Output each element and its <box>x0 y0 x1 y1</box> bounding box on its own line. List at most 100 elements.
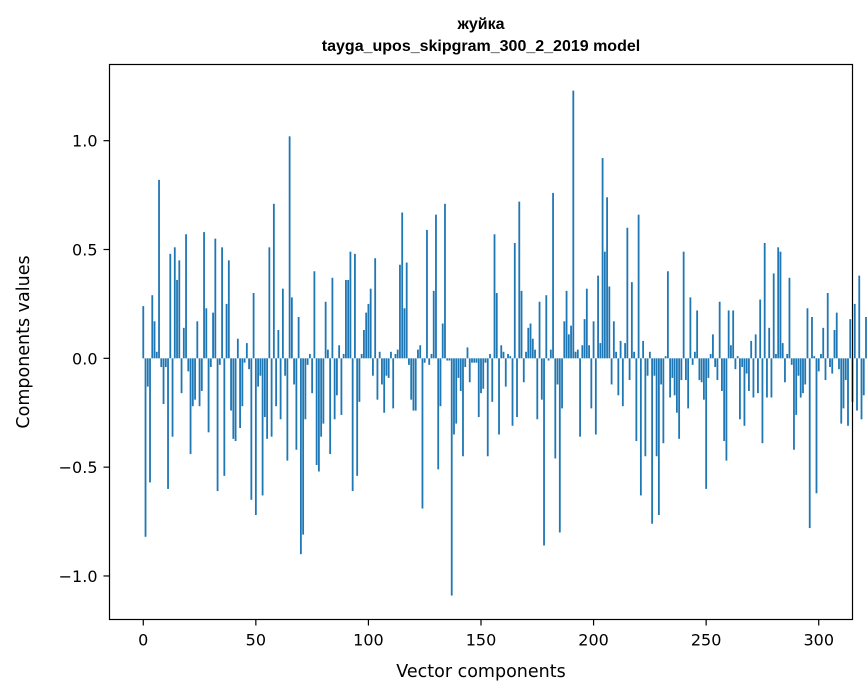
bar-component-302 <box>822 327 825 359</box>
bar-component-40 <box>232 358 235 439</box>
bar-component-243 <box>689 297 692 359</box>
bar-component-112 <box>394 353 397 359</box>
bar-component-174 <box>534 349 536 359</box>
bar-component-183 <box>554 358 557 459</box>
bar-component-27 <box>203 232 205 359</box>
bar-component-88 <box>340 358 343 415</box>
bar-component-199 <box>590 358 593 409</box>
bar-component-51 <box>257 358 259 387</box>
bar-component-307 <box>833 330 836 359</box>
bar-component-137 <box>450 358 453 596</box>
bar-component-155 <box>491 358 494 402</box>
bar-component-55 <box>266 358 269 439</box>
bar-component-7 <box>158 179 160 359</box>
bar-component-198 <box>588 345 590 359</box>
bar-component-287 <box>788 277 791 359</box>
bar-component-211 <box>617 358 620 396</box>
bar-component-26 <box>200 358 203 391</box>
bar-component-150 <box>480 358 482 394</box>
bar-component-249 <box>703 358 705 400</box>
bar-component-286 <box>786 353 789 359</box>
bar-component-210 <box>615 351 617 359</box>
bar-component-47 <box>248 358 250 370</box>
bar-component-87 <box>338 345 341 359</box>
bar-component-11 <box>167 358 169 489</box>
bar-component-257 <box>721 358 723 391</box>
bar-series <box>142 90 867 596</box>
bar-component-81 <box>324 301 327 359</box>
bar-component-59 <box>275 358 278 407</box>
bar-component-147 <box>473 358 476 363</box>
bar-component-119 <box>410 358 413 400</box>
bar-component-289 <box>793 358 795 450</box>
bar-component-41 <box>234 358 237 442</box>
bar-component-221 <box>639 358 642 496</box>
bar-component-109 <box>387 358 390 378</box>
x-tick-label: 250 <box>691 631 722 650</box>
bar-component-306 <box>831 358 834 374</box>
bar-component-71 <box>302 358 305 535</box>
bar-component-69 <box>297 316 300 359</box>
bar-component-276 <box>763 242 766 359</box>
bar-component-220 <box>637 214 640 359</box>
bar-component-175 <box>536 358 539 420</box>
bar-component-83 <box>329 358 332 455</box>
bar-component-258 <box>723 358 726 442</box>
bar-component-264 <box>736 356 739 359</box>
bar-component-314 <box>849 319 852 359</box>
bar-component-241 <box>684 358 687 381</box>
bar-component-20 <box>187 358 190 372</box>
bar-component-233 <box>666 271 669 359</box>
bar-component-297 <box>811 316 813 359</box>
y-tick-label: 0.0 <box>72 349 97 368</box>
bar-component-120 <box>412 358 415 411</box>
bar-component-290 <box>795 358 798 415</box>
bar-component-273 <box>757 358 759 394</box>
bar-component-10 <box>164 358 167 368</box>
bar-component-110 <box>390 351 392 359</box>
bar-component-1 <box>144 358 147 537</box>
bar-component-8 <box>160 358 163 368</box>
bar-component-262 <box>732 310 735 359</box>
bar-component-15 <box>176 279 178 359</box>
bar-component-65 <box>288 136 291 359</box>
bar-component-288 <box>790 358 793 365</box>
bar-component-42 <box>236 338 239 359</box>
bar-component-178 <box>543 358 545 546</box>
bar-component-21 <box>189 358 192 455</box>
bar-component-152 <box>484 358 487 363</box>
bar-component-82 <box>327 349 329 359</box>
bar-component-156 <box>493 234 496 359</box>
bar-component-85 <box>333 358 336 420</box>
bar-component-123 <box>419 345 422 359</box>
bar-component-154 <box>489 353 491 359</box>
bar-component-162 <box>507 353 509 359</box>
bar-component-166 <box>516 358 518 418</box>
bar-component-143 <box>464 358 467 368</box>
bar-component-303 <box>824 358 827 381</box>
bar-component-50 <box>254 358 257 516</box>
bar-component-179 <box>545 295 548 359</box>
bar-component-145 <box>468 358 471 383</box>
bar-component-235 <box>671 358 674 378</box>
bar-component-259 <box>725 358 728 461</box>
bar-component-44 <box>241 358 244 407</box>
bar-component-43 <box>239 358 241 428</box>
bar-component-31 <box>212 312 214 359</box>
bar-component-177 <box>540 358 543 400</box>
bar-component-247 <box>698 358 701 381</box>
bar-component-151 <box>482 358 485 389</box>
bar-component-206 <box>606 197 608 359</box>
bar-component-6 <box>155 351 158 359</box>
bar-component-255 <box>716 358 719 381</box>
bar-component-212 <box>619 340 622 359</box>
bar-component-239 <box>680 358 683 381</box>
bar-component-246 <box>696 310 699 359</box>
bar-component-84 <box>331 277 334 359</box>
bar-component-48 <box>250 358 253 500</box>
bar-component-163 <box>509 356 512 359</box>
bar-component-104 <box>376 358 379 400</box>
bar-component-5 <box>153 321 156 359</box>
bar-component-283 <box>779 251 782 359</box>
